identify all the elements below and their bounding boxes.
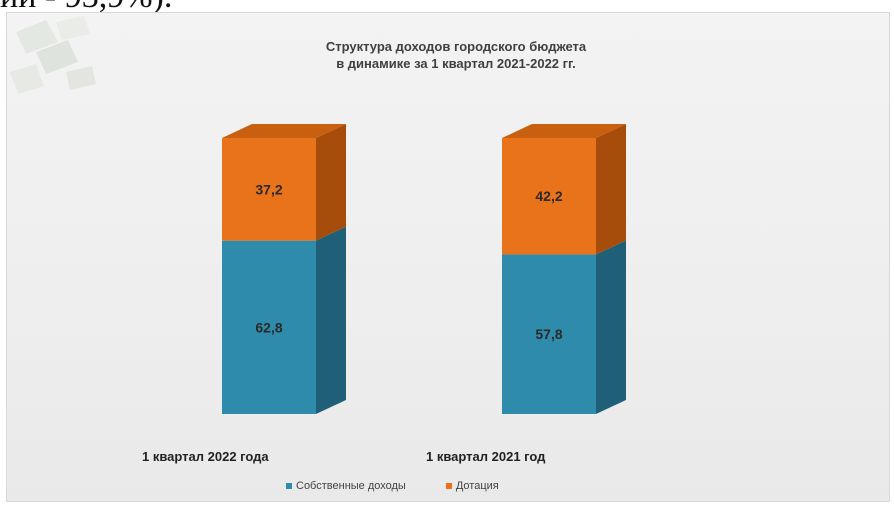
- category-label-2022: 1 квартал 2022 года: [142, 449, 269, 464]
- category-label-2021: 1 квартал 2021 год: [426, 449, 546, 464]
- header-text-fragment: ии - 93,9%).: [0, 0, 260, 18]
- bar-top-0-1: [222, 124, 346, 138]
- legend-swatch-own-revenue: [286, 483, 292, 489]
- bar-0-1: [222, 138, 316, 241]
- chart-slide: Структура доходов городского бюджета в д…: [6, 12, 890, 502]
- legend-item-own-revenue: Собственные доходы: [286, 480, 406, 492]
- chart-title-line-1: Структура доходов городского бюджета: [325, 39, 587, 54]
- data-label-0-1: 37,2: [255, 181, 282, 197]
- data-label-1-1: 42,2: [535, 188, 562, 204]
- legend-item-subsidy: Дотация: [445, 480, 499, 492]
- legend-label-subsidy: Дотация: [455, 480, 499, 492]
- bar-side-0-1: [316, 124, 346, 241]
- bar-side-0-0: [316, 226, 346, 414]
- bar-side-1-1: [596, 124, 626, 255]
- bar-side-1-0: [596, 240, 626, 414]
- data-label-0-0: 62,8: [255, 319, 282, 335]
- bar-1-0: [502, 254, 596, 414]
- chart-title: Структура доходов городского бюджета в д…: [246, 38, 666, 72]
- legend-swatch-subsidy: [445, 483, 452, 489]
- bar-1-1: [502, 138, 596, 255]
- bar-top-1-1: [502, 124, 626, 138]
- legend-label-own-revenue: Собственные доходы: [296, 480, 406, 492]
- chart-title-line-2: в динамике за 1 квартал 2021-2022 гг.: [336, 56, 576, 71]
- bar-0-0: [222, 240, 316, 414]
- paper-decoration-icon: [10, 16, 96, 94]
- chart-legend: Собственные доходы Дотация: [286, 480, 499, 492]
- data-label-1-0: 57,8: [535, 326, 562, 342]
- stacked-bar-chart: 62,8 37,2 57,8 42,2: [222, 124, 626, 414]
